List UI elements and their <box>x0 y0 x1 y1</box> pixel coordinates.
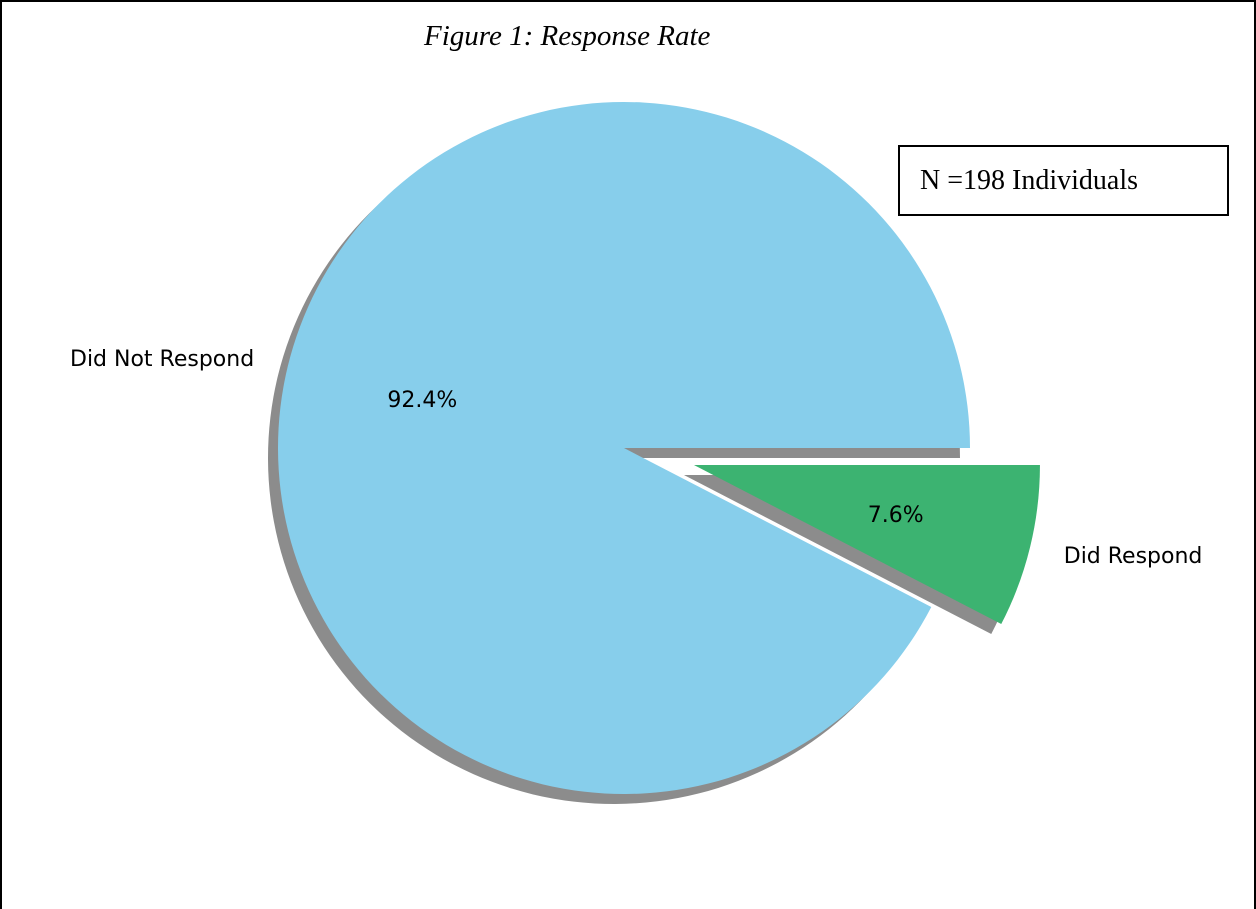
category-label-did-respond: Did Respond <box>1064 544 1203 569</box>
slice-did-not-respond <box>278 101 970 794</box>
pie-slices <box>278 101 1040 794</box>
category-label-did-not-respond: Did Not Respond <box>70 347 254 372</box>
figure-caption: Figure 1: Response Rate <box>424 20 711 52</box>
percent-label-did-not-respond: 92.4% <box>387 388 457 413</box>
percent-label-did-respond: 7.6% <box>868 503 924 528</box>
sample-size-annotation: N =198 Individuals <box>898 145 1229 216</box>
pie-labels: 92.4% Did Not Respond 7.6% Did Respond <box>70 347 1202 569</box>
slice-did-respond <box>693 465 1040 625</box>
